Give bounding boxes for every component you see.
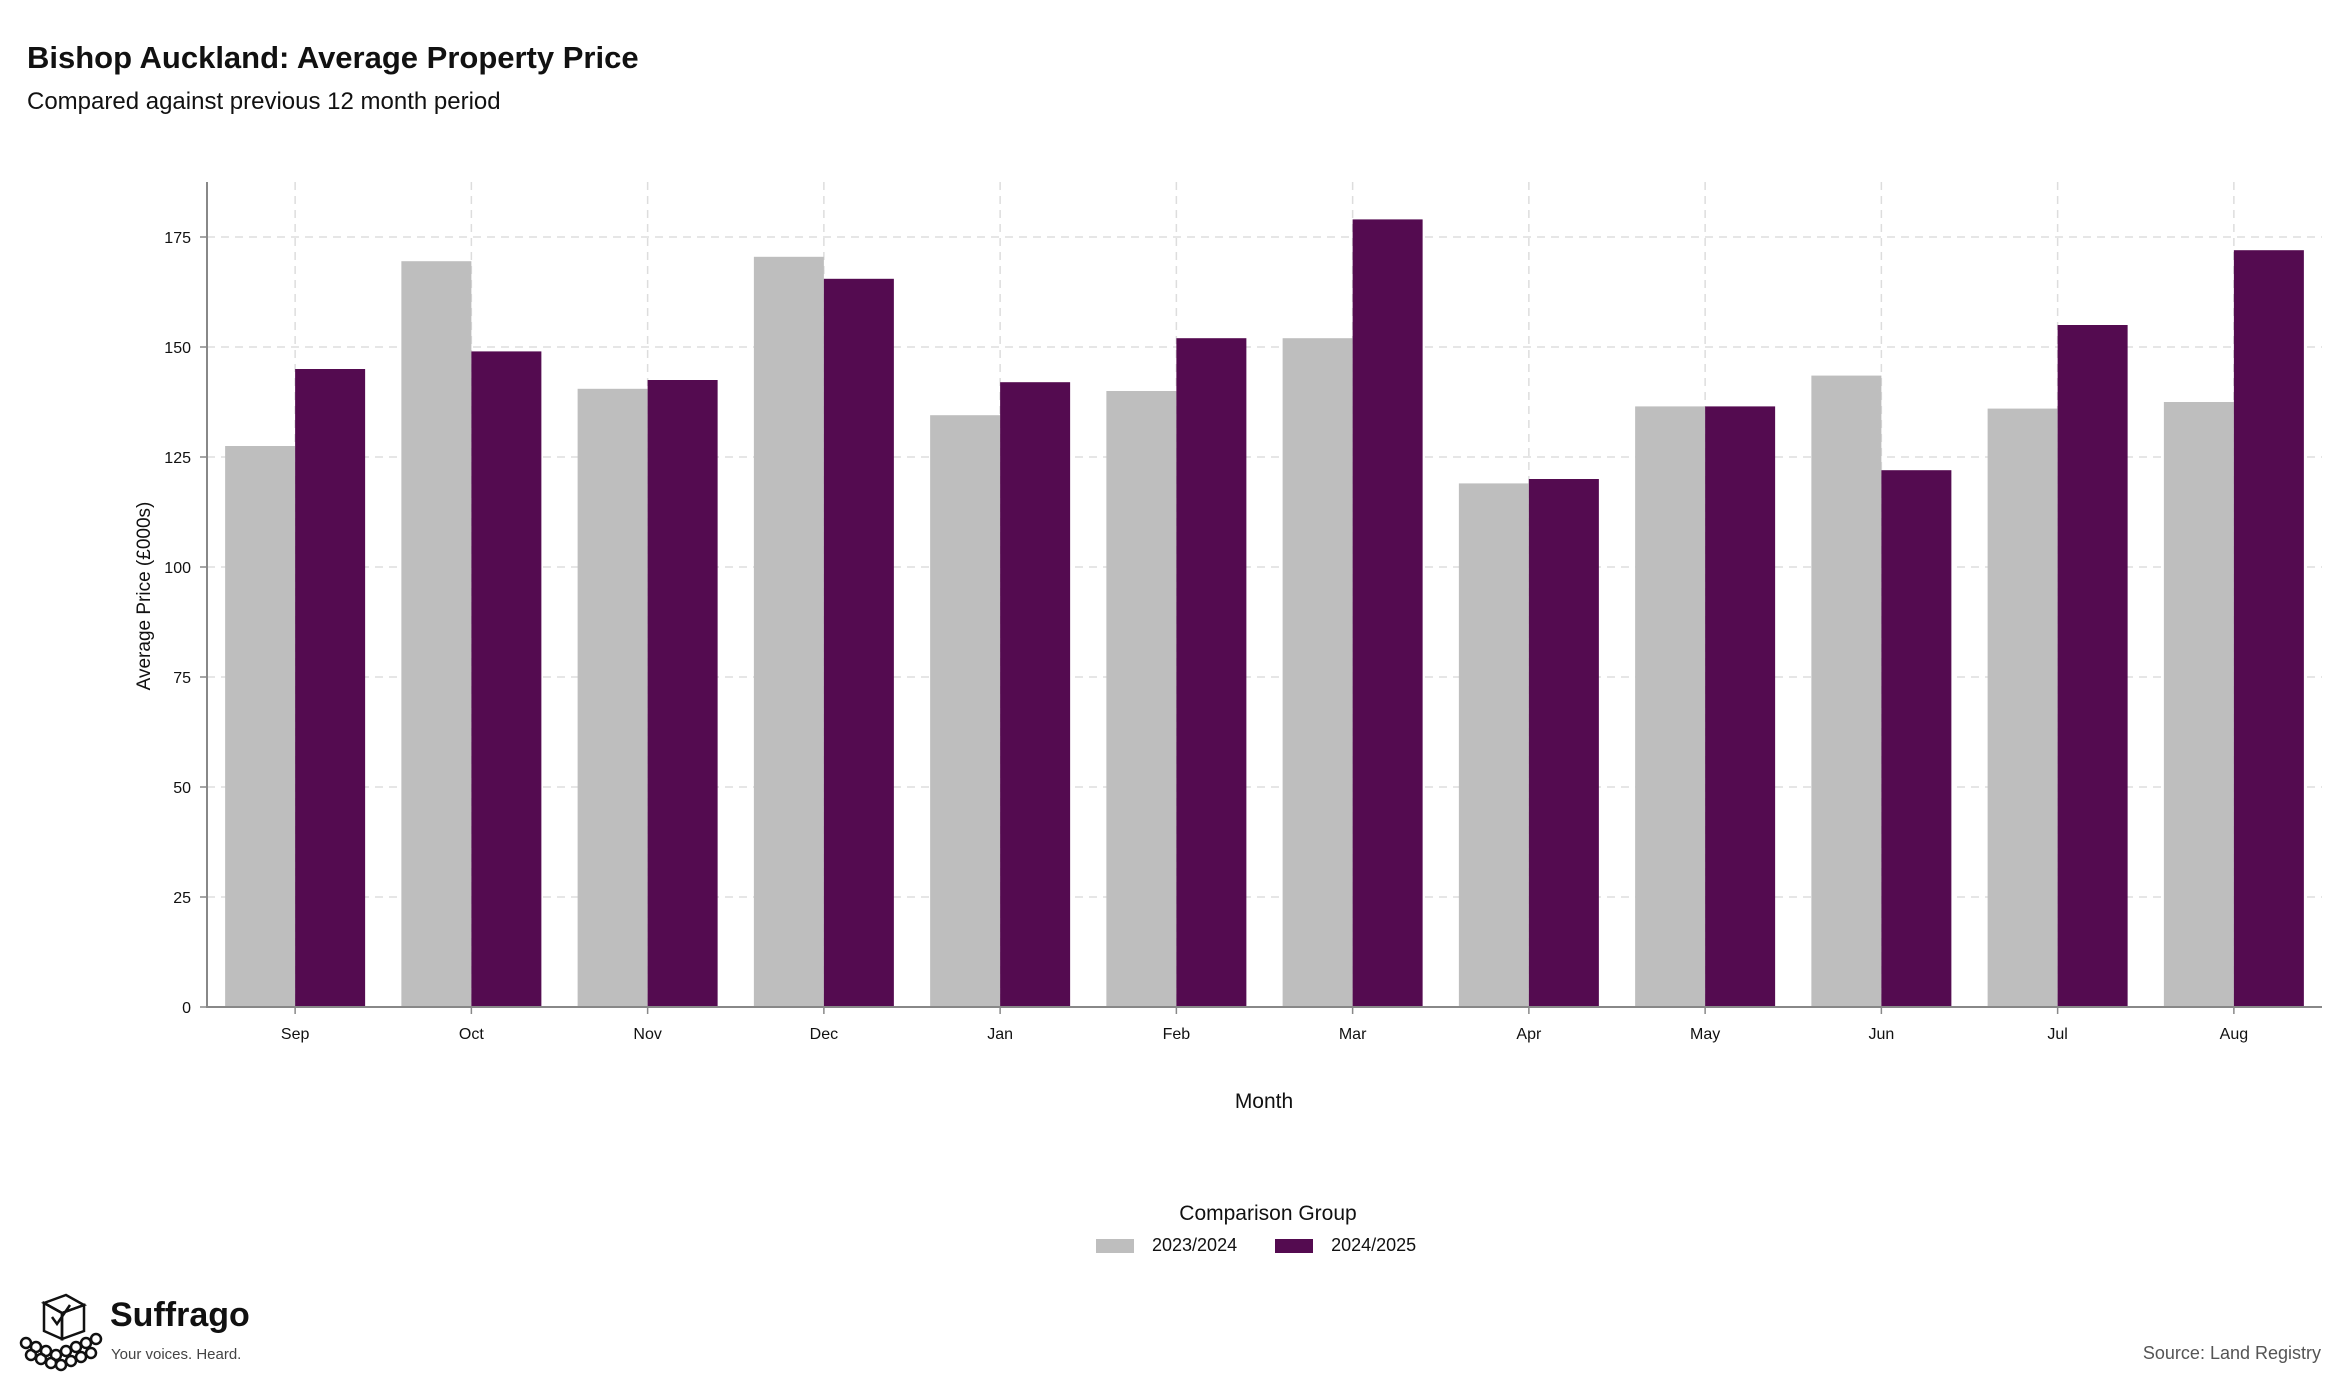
legend-label-2023-2024: 2023/2024 bbox=[1152, 1235, 1238, 1255]
x-tick-label: Dec bbox=[810, 1026, 838, 1043]
y-tick-label: 175 bbox=[164, 230, 191, 247]
bar-oct-2023-2024 bbox=[401, 261, 472, 1007]
bar-sep-2024-2025 bbox=[295, 369, 366, 1007]
legend-item-2024-2025: 2024/2025 bbox=[1275, 1235, 1416, 1256]
legend-swatch-2023-2024 bbox=[1096, 1238, 1134, 1253]
legend-title: Comparison Group bbox=[1179, 1202, 1357, 1225]
legend-label-2024-2025: 2024/2025 bbox=[1331, 1235, 1417, 1255]
source-note: Source: Land Registry bbox=[2142, 1343, 2321, 1363]
bar-jun-2023-2024 bbox=[1811, 375, 1882, 1008]
y-tick-label: 100 bbox=[164, 560, 191, 577]
x-tick-label: Aug bbox=[2220, 1026, 2248, 1043]
bar-chart: 0 25 50 75 100 125 150 175 Sep Oct Nov Dec Jan Feb Mar… bbox=[134, 182, 2322, 1113]
y-tick-label: 50 bbox=[173, 780, 191, 797]
bar-dec-2023-2024 bbox=[753, 256, 824, 1007]
bar-aug-2023-2024 bbox=[2163, 402, 2234, 1007]
bar-nov-2023-2024 bbox=[577, 388, 648, 1007]
bar-sep-2023-2024 bbox=[225, 446, 296, 1007]
chart-title: Bishop Auckland: Average Property Price bbox=[27, 40, 639, 75]
chart-subtitle: Compared against previous 12 month perio… bbox=[27, 88, 501, 115]
legend-item-2023-2024: 2023/2024 bbox=[1096, 1235, 1237, 1256]
y-tick-label: 0 bbox=[182, 1000, 191, 1017]
x-tick-label: Jun bbox=[1868, 1026, 1894, 1043]
bar-dec-2024-2025 bbox=[823, 278, 894, 1007]
x-tick-label: Apr bbox=[1516, 1026, 1542, 1043]
x-tick-label: Jul bbox=[2047, 1026, 2067, 1043]
bar-nov-2024-2025 bbox=[647, 380, 718, 1007]
legend-swatch-2024-2025 bbox=[1275, 1238, 1314, 1253]
brand-name: Suffrago bbox=[110, 1296, 250, 1334]
y-tick-label: 25 bbox=[173, 890, 191, 907]
x-tick-label: Jan bbox=[987, 1026, 1013, 1043]
x-axis-label: Month bbox=[1235, 1090, 1293, 1113]
x-tick-label: Nov bbox=[633, 1026, 661, 1043]
bar-aug-2024-2025 bbox=[2233, 250, 2304, 1007]
bar-jul-2023-2024 bbox=[1987, 408, 2058, 1008]
ballot-box-crowd-icon bbox=[19, 1293, 103, 1372]
bar-may-2024-2025 bbox=[1705, 406, 1776, 1007]
x-tick-label: May bbox=[1690, 1026, 1720, 1043]
y-tick-label: 125 bbox=[164, 450, 191, 467]
bar-jul-2024-2025 bbox=[2057, 325, 2128, 1007]
bar-feb-2024-2025 bbox=[1176, 338, 1247, 1007]
bar-may-2023-2024 bbox=[1635, 406, 1706, 1007]
x-tick-label: Sep bbox=[281, 1026, 310, 1043]
bar-jan-2024-2025 bbox=[1000, 382, 1071, 1007]
legend: 2023/2024 2024/2025 bbox=[1096, 1235, 1454, 1256]
bar-mar-2023-2024 bbox=[1282, 338, 1353, 1007]
x-tick-label: Oct bbox=[459, 1026, 484, 1043]
bar-apr-2024-2025 bbox=[1528, 479, 1599, 1007]
y-tick-label: 75 bbox=[173, 670, 191, 687]
x-tick-label: Mar bbox=[1339, 1026, 1367, 1043]
y-axis-label: Average Price (£000s) bbox=[134, 502, 155, 691]
bar-feb-2023-2024 bbox=[1106, 391, 1177, 1007]
bar-oct-2024-2025 bbox=[471, 351, 542, 1007]
x-tick-label: Feb bbox=[1163, 1026, 1191, 1043]
bar-apr-2023-2024 bbox=[1458, 483, 1529, 1007]
bar-jun-2024-2025 bbox=[1881, 470, 1952, 1007]
y-tick-label: 150 bbox=[164, 340, 191, 357]
bar-jan-2023-2024 bbox=[930, 415, 1001, 1007]
brand-tagline: Your voices. Heard. bbox=[111, 1346, 242, 1363]
bar-mar-2024-2025 bbox=[1352, 219, 1423, 1007]
